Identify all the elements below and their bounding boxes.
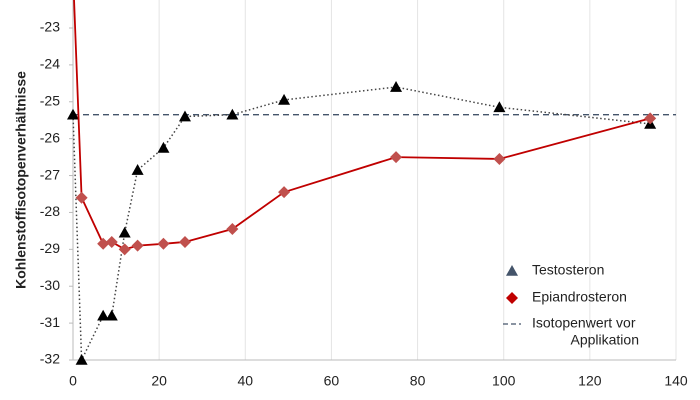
y-tick-label: -26 [40, 129, 60, 145]
triangle-marker [157, 141, 170, 153]
triangle-marker [226, 108, 239, 120]
diamond-marker [390, 151, 403, 164]
triangle-marker [67, 108, 79, 120]
y-tick-label: -23 [40, 19, 60, 35]
legend-label: Isotopenwert vor [532, 315, 636, 331]
diamond-marker [493, 152, 506, 165]
y-tick-label: -29 [40, 240, 60, 256]
y-tick-label: -27 [40, 166, 60, 182]
y-tick-label: -24 [40, 56, 60, 72]
y-tick-label: -32 [40, 351, 60, 367]
x-tick-label: 80 [410, 373, 426, 389]
legend-label: Applikation [571, 332, 640, 348]
triangle-marker [131, 164, 144, 175]
diamond-marker [506, 292, 518, 304]
x-tick-label: 40 [237, 373, 253, 389]
x-tick-label: 20 [151, 373, 167, 389]
diamond-marker [226, 223, 239, 236]
diamond-marker [131, 239, 144, 252]
triangle-marker [118, 226, 131, 238]
diamond-marker [157, 237, 170, 250]
triangle-marker [97, 309, 110, 321]
y-tick-label: -28 [40, 203, 60, 219]
triangle-marker [178, 110, 191, 122]
diamond-marker [118, 243, 131, 256]
diamond-marker [105, 235, 118, 248]
y-tick-label: -25 [40, 92, 60, 108]
x-tick-label: 0 [69, 373, 77, 389]
triangle-marker [506, 265, 518, 276]
diamond-marker [178, 235, 191, 248]
y-tick-label: -31 [40, 314, 60, 330]
triangle-marker [390, 81, 403, 92]
diamond-marker [97, 237, 110, 250]
diamond-marker [278, 186, 291, 199]
triangle-marker [493, 101, 506, 113]
y-tick-label: -30 [40, 277, 60, 293]
legend-label: Epiandrosteron [532, 289, 627, 305]
triangle-marker [105, 309, 118, 321]
x-tick-label: 100 [492, 373, 516, 389]
triangle-marker [75, 354, 88, 365]
y-axis-label: Kohlenstoffisotopenverhältnisse [13, 71, 29, 289]
diamond-marker [75, 191, 88, 204]
x-tick-label: 120 [578, 373, 602, 389]
x-tick-label: 140 [664, 373, 688, 389]
x-tick-label: 60 [324, 373, 340, 389]
triangle-marker [278, 93, 291, 105]
legend-label: Testosteron [532, 262, 604, 278]
diamond-marker [644, 112, 657, 125]
